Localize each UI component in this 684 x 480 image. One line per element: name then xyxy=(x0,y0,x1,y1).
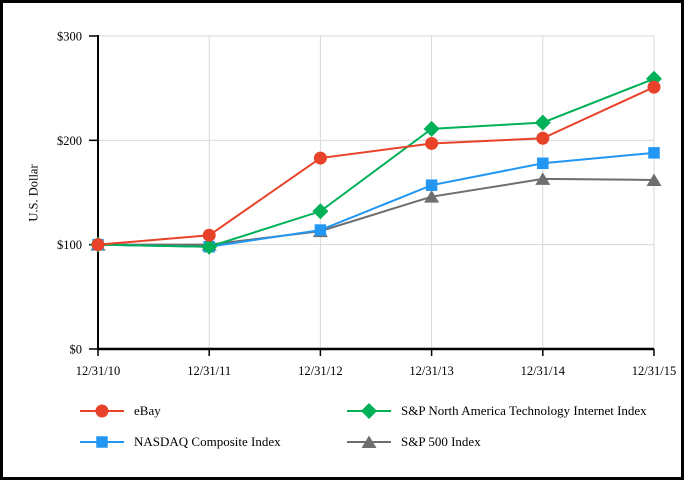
legend-item: eBay xyxy=(79,400,346,422)
performance-line-chart: $0 $100 $200 $300 12/31/10 12/31/11 12/31/12 12… xyxy=(57,30,676,379)
x-tick-label: 12/31/13 xyxy=(409,364,453,378)
series-circle xyxy=(91,80,661,252)
x-tick-label: 12/31/11 xyxy=(187,364,231,378)
legend-item-label: NASDAQ Composite Index xyxy=(134,434,281,449)
square-legend-marker-icon xyxy=(80,436,124,448)
legend-item: NASDAQ Composite Index xyxy=(79,431,346,453)
triangle-legend-marker-icon xyxy=(347,435,391,448)
legend-item: S&P 500 Index xyxy=(346,431,667,453)
series-diamond xyxy=(90,70,662,255)
legend-item-label: S&P North America Technology Internet In… xyxy=(401,403,647,418)
y-tick-label: $200 xyxy=(57,134,82,148)
x-tick-label: 12/31/10 xyxy=(76,364,120,378)
legend-item-label: eBay xyxy=(134,403,161,418)
x-tick-label: 12/31/14 xyxy=(521,364,566,378)
y-tick-label: $300 xyxy=(57,30,82,44)
legend-item: S&P North America Technology Internet In… xyxy=(346,400,667,422)
y-tick-label: $100 xyxy=(57,238,82,252)
x-tick-label: 12/31/12 xyxy=(298,364,342,378)
diamond-legend-marker-icon xyxy=(347,403,391,419)
x-tick-label: 12/31/15 xyxy=(632,364,676,378)
gridlines xyxy=(98,35,655,349)
chart-legend: eBay S&P North America Technology Interne… xyxy=(79,400,667,453)
y-tick-label: $0 xyxy=(70,343,83,357)
circle-legend-marker-icon xyxy=(80,404,124,418)
legend-item-label: S&P 500 Index xyxy=(401,434,481,449)
series-square xyxy=(92,147,660,253)
axes: $0 $100 $200 $300 12/31/10 12/31/11 12/31/12 12… xyxy=(57,30,676,379)
